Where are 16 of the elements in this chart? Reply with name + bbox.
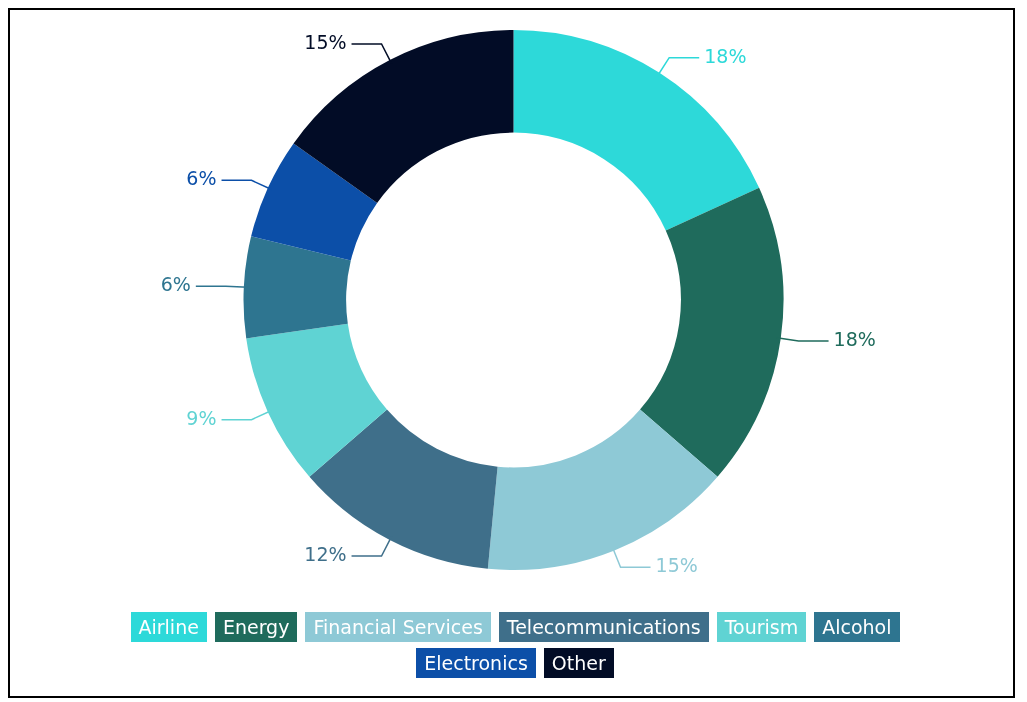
legend-label: Electronics bbox=[424, 648, 536, 678]
data-label: 18% bbox=[704, 44, 747, 67]
data-label: 9% bbox=[186, 406, 217, 429]
data-label: 15% bbox=[304, 30, 347, 53]
legend-label: Financial Services bbox=[313, 612, 491, 642]
legend-label: Tourism bbox=[724, 612, 807, 642]
data-label: 18% bbox=[833, 327, 876, 350]
data-label: 6% bbox=[160, 273, 191, 296]
data-label: 12% bbox=[304, 542, 347, 565]
data-label: 6% bbox=[186, 167, 217, 190]
data-label: 15% bbox=[655, 554, 698, 577]
legend-label: Alcohol bbox=[822, 612, 900, 642]
legend-label: Airline bbox=[138, 612, 207, 642]
legend-label: Energy bbox=[222, 612, 298, 642]
legend-label: Telecommunications bbox=[506, 612, 709, 642]
legend-label: Other bbox=[551, 648, 614, 678]
